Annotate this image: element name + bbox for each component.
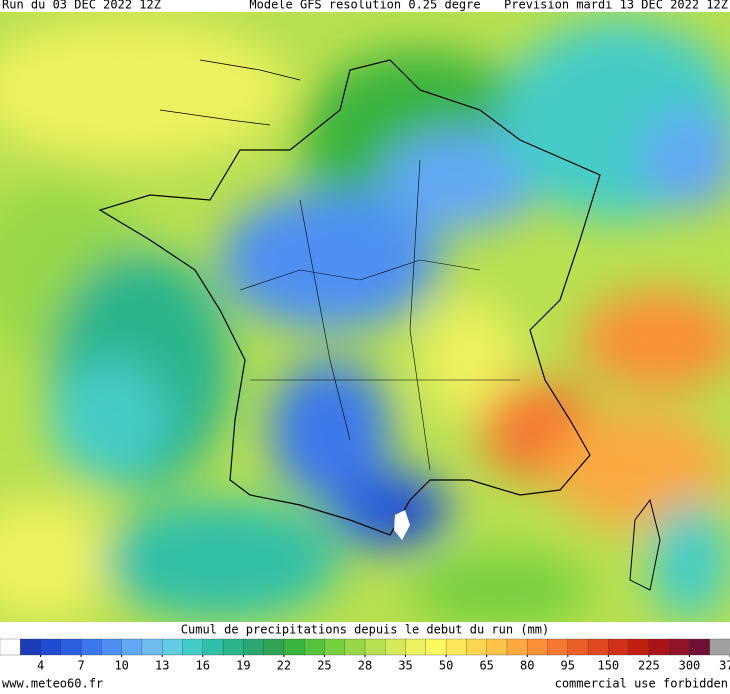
colorbar-cell: [121, 638, 143, 656]
colorbar: 4 7 10 13 16 19 22 25 28 35 50 65 80 95 150 225 300 375: [0, 638, 730, 673]
colorbar-cell: [669, 638, 691, 656]
colorbar-cell: [162, 638, 184, 656]
colorbar-cell: [364, 638, 386, 656]
colorbar-cell: [202, 638, 224, 656]
colorbar-cell: [20, 638, 42, 656]
colorbar-cell: [608, 638, 630, 656]
colorbar-cell: [709, 638, 730, 656]
colorbar-cell: [304, 638, 326, 656]
colorbar-label: 7: [77, 659, 84, 673]
colorbar-cell: [101, 638, 123, 656]
colorbar-label: 150: [597, 659, 619, 673]
colorbar-label: 22: [277, 659, 291, 673]
colorbar-cell: [547, 638, 569, 656]
colorbar-cell: [466, 638, 488, 656]
colorbar-cell: [283, 638, 305, 656]
colorbar-cell: [445, 638, 468, 656]
model-label: Modele GFS resolution 0.25 degre: [249, 0, 480, 12]
colorbar-cell: [425, 638, 447, 656]
colorbar-label: 225: [638, 659, 660, 673]
colorbar-cell: [222, 638, 244, 656]
colorbar-label: 35: [398, 659, 412, 673]
colorbar-label: 16: [196, 659, 210, 673]
colorbar-cell: [486, 638, 508, 656]
notice-label: commercial use forbidden: [555, 677, 728, 691]
colorbar-title-band: [0, 622, 730, 638]
precipitation-map: [0, 12, 730, 622]
colorbar-label: 13: [155, 659, 169, 673]
colorbar-cell: [324, 638, 346, 656]
colorbar-cell: [344, 638, 366, 656]
colorbar-label: 300: [679, 659, 701, 673]
colorbar-label: 19: [236, 659, 250, 673]
colorbar-cell: [527, 638, 549, 656]
forecast-label: Prevision mardi 13 DEC 2022 12Z: [504, 0, 728, 12]
colorbar-label: 80: [520, 659, 534, 673]
colorbar-cell: [40, 638, 62, 656]
colorbar-label: 28: [358, 659, 372, 673]
colorbar-label: 65: [479, 659, 493, 673]
colorbar-label: 95: [561, 659, 575, 673]
colorbar-cell: [405, 638, 427, 656]
colorbar-cell: [587, 638, 609, 656]
colorbar-cell: [60, 638, 82, 656]
colorbar-cell: [0, 638, 21, 656]
colorbar-label: 25: [317, 659, 331, 673]
colorbar-cell: [628, 638, 650, 656]
colorbar-cell: [506, 638, 528, 656]
colorbar-cell: [263, 638, 285, 656]
colorbar-label: 375: [719, 659, 730, 673]
colorbar-cell: [80, 638, 103, 656]
run-label: Run du 03 DEC 2022 12Z: [2, 0, 161, 12]
site-label: www.meteo60.fr: [2, 677, 103, 691]
colorbar-cell: [648, 638, 670, 656]
colorbar-label: 4: [37, 659, 44, 673]
colorbar-cell: [385, 638, 407, 656]
colorbar-cell: [243, 638, 265, 656]
colorbar-cell: [689, 638, 711, 656]
colorbar-cell: [141, 638, 163, 656]
colorbar-cell: [567, 638, 589, 656]
colorbar-label: 50: [439, 659, 453, 673]
colorbar-title: Cumul de precipitations depuis le debut …: [181, 623, 549, 637]
colorbar-cell: [182, 638, 204, 656]
colorbar-label: 10: [114, 659, 128, 673]
